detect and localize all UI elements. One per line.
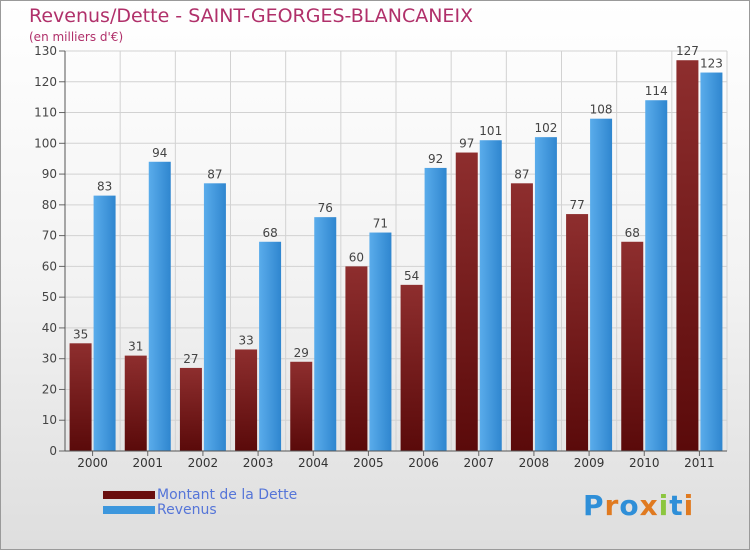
data-label-revenus: 101 xyxy=(479,124,502,138)
legend-swatch-revenus xyxy=(103,505,155,514)
y-tick-label: 90 xyxy=(42,167,57,181)
axis-layer: 0 10 20 30 40 50 60 70 80 90 100 110 120 130 2000 2001 2… xyxy=(34,44,727,470)
bar-dette xyxy=(69,343,92,451)
chart-title: Revenus/Dette - SAINT-GEORGES-BLANCANEIX xyxy=(29,5,474,27)
data-label-revenus: 114 xyxy=(645,84,668,98)
legend-label-revenus: Revenus xyxy=(157,501,217,518)
bar-dette xyxy=(510,183,533,452)
bars-layer xyxy=(69,60,723,452)
bar-dette xyxy=(235,349,258,451)
x-tick-label: 2006 xyxy=(408,456,439,470)
data-label-revenus: 76 xyxy=(318,201,333,215)
logo-letter: i xyxy=(658,489,670,522)
data-label-revenus: 71 xyxy=(373,217,388,231)
data-label-dette: 27 xyxy=(183,352,198,366)
bar-revenus xyxy=(700,72,723,452)
logo-letter: r xyxy=(604,489,620,522)
x-tick-label: 2005 xyxy=(353,456,384,470)
bar-revenus xyxy=(203,183,226,452)
data-label-dette: 68 xyxy=(625,226,640,240)
bar-dette xyxy=(290,361,313,451)
bar-dette xyxy=(676,60,699,451)
data-label-dette: 31 xyxy=(128,340,143,354)
legend-swatch-debt xyxy=(103,490,155,499)
y-tick-label: 130 xyxy=(34,44,57,58)
labels-layer: 35 83 31 94 27 87 33 68 29 76 60 71 54 92 97 101 87 102 77… xyxy=(73,44,723,366)
logo-letter: o xyxy=(619,489,640,522)
logo-letter: P xyxy=(583,489,605,522)
data-label-revenus: 102 xyxy=(534,121,557,135)
legend-item-revenus: Revenus xyxy=(103,501,297,518)
data-label-revenus: 92 xyxy=(428,152,443,166)
logo-letter: i xyxy=(683,489,695,522)
y-tick-label: 20 xyxy=(42,382,57,396)
y-tick-label: 0 xyxy=(49,444,57,458)
bar-revenus xyxy=(424,167,447,451)
bar-revenus xyxy=(645,100,668,451)
y-tick-label: 120 xyxy=(34,75,57,89)
bar-revenus xyxy=(479,140,502,451)
x-tick-label: 2010 xyxy=(629,456,660,470)
x-tick-label: 2008 xyxy=(519,456,550,470)
data-label-dette: 29 xyxy=(294,346,309,360)
bar-revenus xyxy=(534,137,557,451)
bar-dette xyxy=(345,266,368,451)
legend-item-debt: Montant de la Dette xyxy=(103,486,298,503)
data-label-dette: 97 xyxy=(459,137,474,151)
data-label-dette: 127 xyxy=(676,44,699,58)
y-tick-label: 80 xyxy=(42,198,57,212)
bar-revenus xyxy=(369,232,392,451)
bar-revenus xyxy=(590,118,613,451)
bar-dette xyxy=(179,367,202,451)
legend-label-debt: Montant de la Dette xyxy=(157,486,298,503)
x-tick-label: 2003 xyxy=(243,456,274,470)
legend: Montant de la Dette Revenus xyxy=(103,486,298,518)
data-label-dette: 35 xyxy=(73,327,88,341)
data-label-revenus: 123 xyxy=(700,57,723,71)
bar-dette xyxy=(124,355,147,451)
data-label-dette: 54 xyxy=(404,269,419,283)
logo-letter: t xyxy=(669,489,684,522)
data-label-revenus: 87 xyxy=(207,167,222,181)
logo-letter: x xyxy=(639,489,659,522)
data-label-revenus: 83 xyxy=(97,180,112,194)
bar-dette xyxy=(566,214,589,451)
bar-revenus xyxy=(314,217,337,451)
y-tick-label: 50 xyxy=(42,290,57,304)
y-tick-label: 30 xyxy=(42,352,57,366)
bar-dette xyxy=(400,284,423,451)
data-label-dette: 87 xyxy=(514,167,529,181)
data-label-revenus: 108 xyxy=(590,103,613,117)
x-tick-label: 2001 xyxy=(132,456,163,470)
y-tick-label: 100 xyxy=(34,136,57,150)
proxiti-logo: Proxiti xyxy=(583,489,694,522)
y-tick-label: 10 xyxy=(42,413,57,427)
data-label-dette: 33 xyxy=(238,333,253,347)
bar-dette xyxy=(455,152,478,452)
y-tick-label: 110 xyxy=(34,106,57,120)
data-label-dette: 77 xyxy=(569,198,584,212)
bar-revenus xyxy=(148,161,171,451)
x-tick-label: 2011 xyxy=(684,456,715,470)
x-tick-label: 2007 xyxy=(463,456,494,470)
y-tick-label: 70 xyxy=(42,229,57,243)
chart-subtitle: (en milliers d'€) xyxy=(29,30,124,44)
y-tick-label: 40 xyxy=(42,321,57,335)
data-label-revenus: 94 xyxy=(152,146,167,160)
bar-dette xyxy=(621,241,644,451)
bar-revenus xyxy=(93,195,116,451)
data-label-dette: 60 xyxy=(349,250,364,264)
x-tick-label: 2004 xyxy=(298,456,329,470)
y-tick-label: 60 xyxy=(42,259,57,273)
data-label-revenus: 68 xyxy=(262,226,277,240)
x-tick-label: 2002 xyxy=(188,456,219,470)
x-tick-label: 2009 xyxy=(574,456,605,470)
bar-revenus xyxy=(259,241,282,451)
x-tick-label: 2000 xyxy=(77,456,108,470)
